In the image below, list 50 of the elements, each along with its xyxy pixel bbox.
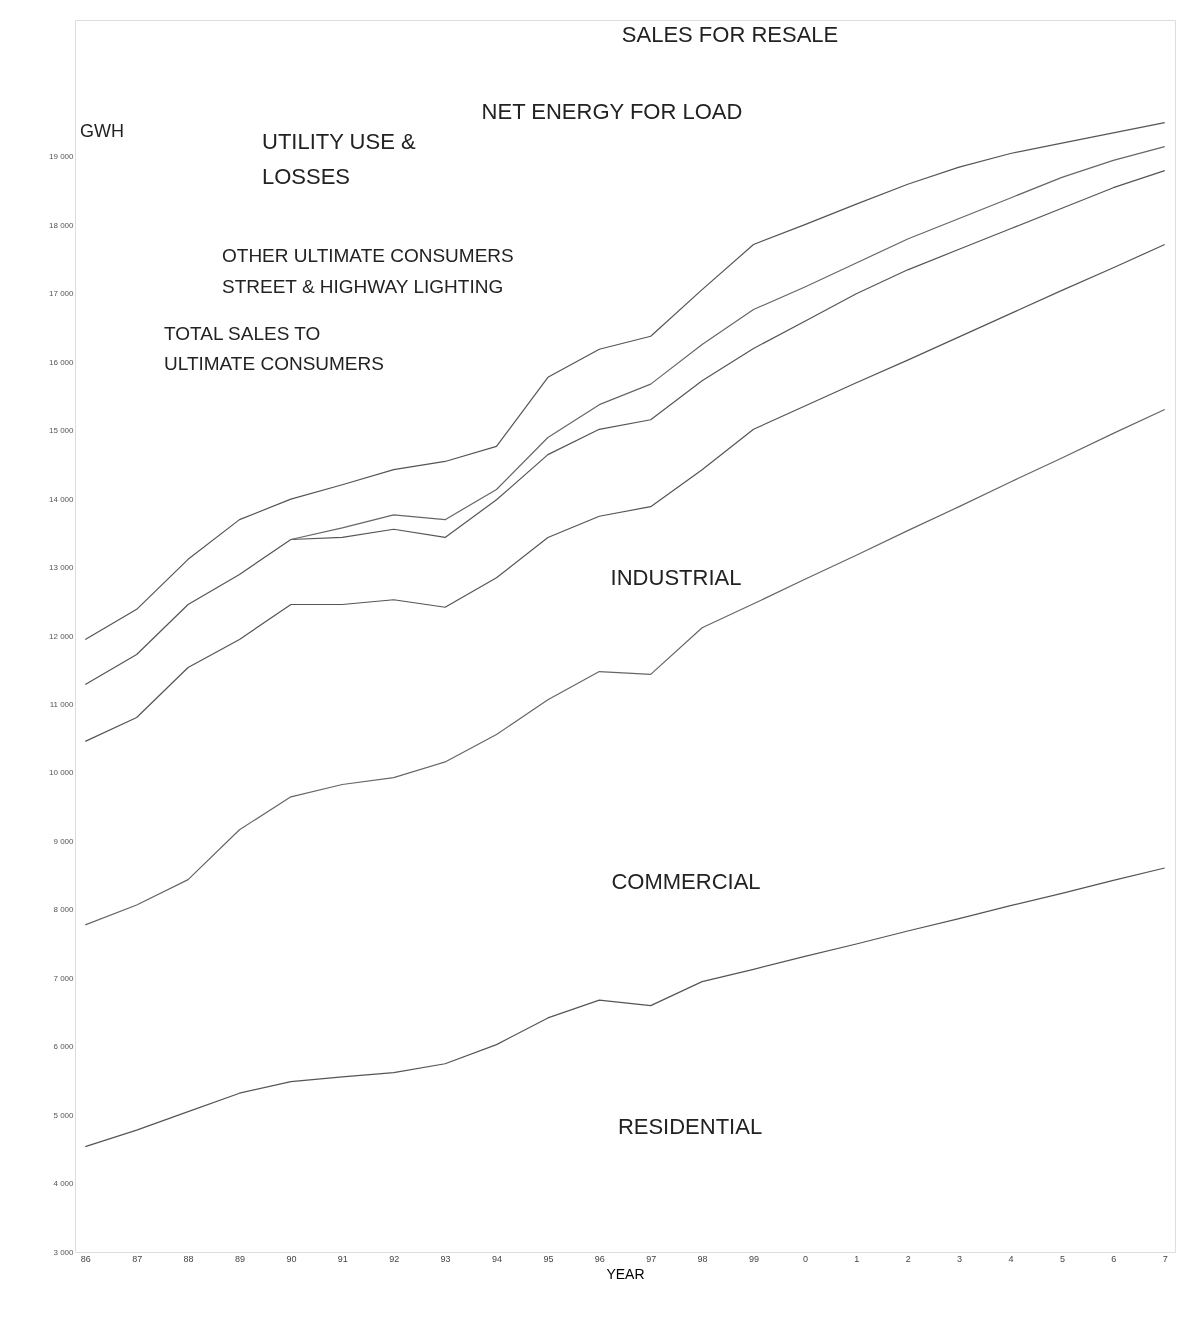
x-tick-label: 94 [491,1253,502,1264]
x-tick-label: 2 [905,1253,911,1264]
y-tick-label: 11 000 [49,699,75,709]
y-tick-label: 9 000 [53,836,75,846]
annotation: STREET & HIGHWAY LIGHTING [222,276,504,297]
x-tick-label: 88 [183,1253,194,1264]
x-tick-label: 97 [646,1253,657,1264]
y-tick-label: 15 000 [49,426,75,436]
x-axis-title: YEAR [606,1265,645,1282]
y-axis-title: GWH [80,121,124,141]
x-tick-label: 5 [1059,1253,1065,1264]
annotation: COMMERCIAL [611,869,761,894]
y-tick-label: 6 000 [53,1042,75,1052]
x-tick-label: 89 [234,1253,245,1264]
annotation: NET ENERGY FOR LOAD [481,99,743,124]
x-tick-label: 4 [1008,1253,1014,1264]
y-tick-label: 16 000 [49,357,75,367]
annotation: SALES FOR RESALE [621,22,839,47]
y-tick-label: 3 000 [53,1247,75,1257]
x-tick-label: 3 [957,1253,963,1264]
annotation: INDUSTRIAL [610,565,742,590]
x-tick-label: 87 [132,1253,143,1264]
x-tick-label: 90 [286,1253,297,1264]
x-tick-label: 92 [389,1253,400,1264]
x-tick-label: 6 [1111,1253,1117,1264]
x-tick-label: 1 [854,1253,860,1264]
annotation: TOTAL SALES TO ULTIMATE CONSUMERS [164,323,384,375]
annotation: UTILITY USE & LOSSES [262,129,416,190]
y-tick-label: 14 000 [49,494,75,504]
x-tick-label: 98 [697,1253,708,1264]
x-tick-label: 96 [594,1253,605,1264]
x-tick-label: 86 [80,1253,91,1264]
x-tick-label: 99 [749,1253,760,1264]
x-tick-label: 0 [802,1253,808,1264]
x-tick-label: 93 [440,1253,451,1264]
y-tick-label: 18 000 [49,220,75,230]
y-tick-label: 10 000 [49,768,75,778]
x-tick-label: 91 [337,1253,348,1264]
annotation: OTHER ULTIMATE CONSUMERS [222,245,514,266]
y-tick-label: 5 000 [53,1110,75,1120]
x-tick-label: 95 [543,1253,554,1264]
y-tick-label: 17 000 [49,289,75,299]
x-tick-label: 7 [1162,1253,1168,1264]
y-tick-label: 4 000 [53,1179,75,1189]
y-tick-label: 13 000 [49,563,75,573]
y-tick-label: 8 000 [53,905,75,915]
y-tick-label: 12 000 [49,631,75,641]
y-tick-label: 19 000 [49,152,75,162]
y-tick-label: 7 000 [53,973,75,983]
annotation: RESIDENTIAL [617,1114,763,1139]
